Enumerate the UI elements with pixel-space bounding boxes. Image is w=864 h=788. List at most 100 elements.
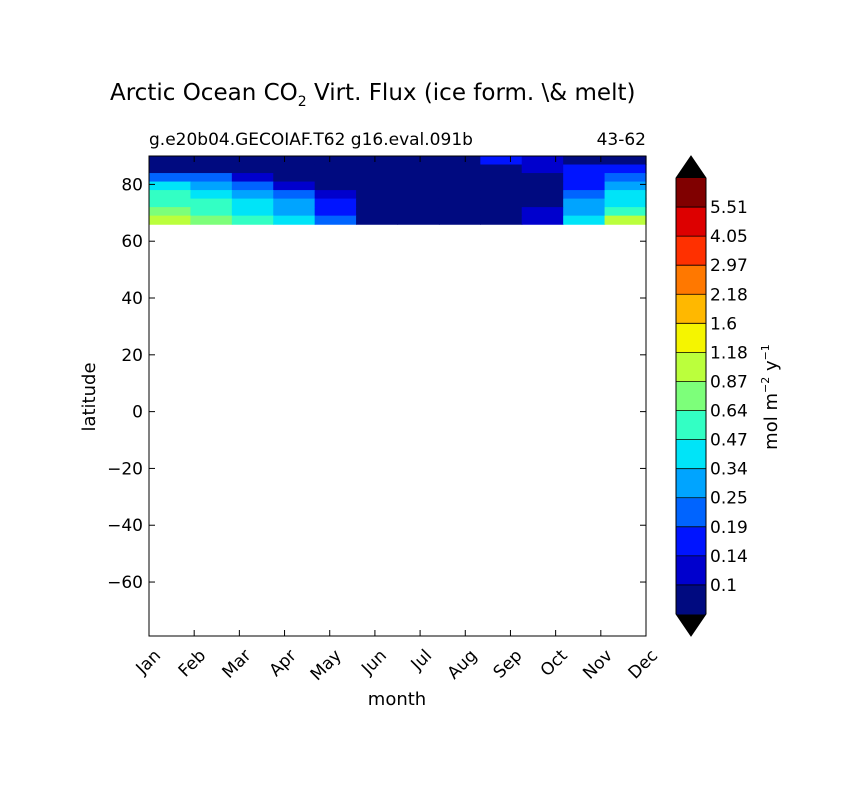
colorbar-swatch bbox=[676, 410, 706, 441]
heatmap-cell bbox=[521, 198, 564, 208]
heatmap-cell bbox=[231, 156, 274, 166]
heatmap-cell bbox=[273, 173, 316, 183]
heatmap-cell bbox=[563, 173, 606, 183]
heatmap-cell bbox=[149, 164, 192, 174]
heatmap-cell bbox=[190, 164, 233, 174]
chart-subtitle-right: 43-62 bbox=[597, 130, 646, 150]
colorbar-tick-label: 0.64 bbox=[710, 402, 748, 422]
y-axis-label: latitude bbox=[79, 362, 100, 431]
heatmap-cell bbox=[521, 207, 564, 217]
colorbar: 0.1 0.14 0.19 0.25 0.34 0.47 0.64 0.87 1.18 1.6 2.… bbox=[675, 155, 748, 637]
y-tick-label: −40 bbox=[107, 516, 143, 536]
heatmap-cell bbox=[190, 190, 233, 200]
heatmap-cell bbox=[356, 164, 399, 174]
colorbar-swatch bbox=[676, 439, 706, 470]
heatmap-cell bbox=[438, 164, 481, 174]
heatmap-cell bbox=[480, 198, 523, 208]
heatmap-cell bbox=[314, 181, 357, 191]
heatmap-cell bbox=[438, 156, 481, 166]
heatmap-cell bbox=[190, 181, 233, 191]
colorbar-swatch bbox=[676, 236, 706, 266]
colorbar-tick-label: 0.19 bbox=[710, 518, 748, 538]
heatmap-cell bbox=[314, 164, 357, 174]
plot-background bbox=[149, 156, 646, 636]
colorbar-tick-label: 1.18 bbox=[710, 343, 748, 363]
heatmap-cell bbox=[397, 173, 440, 183]
y-tick-label: −60 bbox=[107, 573, 143, 593]
heatmap-cell bbox=[604, 207, 647, 217]
colorbar-tick-label: 0.47 bbox=[710, 431, 748, 451]
colorbar-label-mid: y bbox=[761, 360, 782, 377]
y-tick-label: 40 bbox=[121, 289, 143, 309]
heatmap-cell bbox=[190, 207, 233, 217]
heatmap-cell bbox=[231, 173, 274, 183]
heatmap-cell bbox=[521, 181, 564, 191]
heatmap-cell bbox=[149, 173, 192, 183]
heatmap-cell bbox=[604, 190, 647, 200]
heatmap-cell bbox=[397, 198, 440, 208]
heatmap-cell bbox=[231, 215, 274, 225]
heatmap-cell bbox=[190, 156, 233, 166]
heatmap-cell bbox=[604, 215, 647, 225]
heatmap bbox=[149, 156, 647, 225]
colorbar-tick-label: 2.18 bbox=[710, 285, 748, 305]
heatmap-cell bbox=[604, 164, 647, 174]
heatmap-cell bbox=[273, 164, 316, 174]
heatmap-cell bbox=[149, 207, 192, 217]
heatmap-cell bbox=[563, 190, 606, 200]
heatmap-cell bbox=[397, 215, 440, 225]
heatmap-cell bbox=[438, 215, 481, 225]
heatmap-cell bbox=[190, 215, 233, 225]
chart-title: Arctic Ocean CO2 Virt. Flux (ice form. \… bbox=[110, 80, 635, 110]
colorbar-tick-label: 5.51 bbox=[710, 198, 748, 218]
heatmap-cell bbox=[438, 207, 481, 217]
heatmap-cell bbox=[356, 156, 399, 166]
colorbar-tick-label: 0.1 bbox=[710, 576, 737, 596]
chart-title-subscript: 2 bbox=[298, 94, 307, 110]
heatmap-cell bbox=[356, 181, 399, 191]
colorbar-swatch bbox=[676, 468, 706, 499]
x-tick-label: Apr bbox=[266, 646, 301, 681]
x-tick-label: Oct bbox=[537, 646, 572, 681]
heatmap-cell bbox=[480, 215, 523, 225]
y-tick-label: 0 bbox=[132, 403, 143, 423]
x-tick-label: Jan bbox=[132, 646, 165, 679]
y-tick-label: −20 bbox=[107, 459, 143, 479]
heatmap-cell bbox=[397, 190, 440, 200]
heatmap-cell bbox=[273, 156, 316, 166]
heatmap-cell bbox=[231, 164, 274, 174]
heatmap-cell bbox=[480, 156, 523, 166]
heatmap-cell bbox=[563, 215, 606, 225]
heatmap-cell bbox=[438, 198, 481, 208]
heatmap-cell bbox=[356, 190, 399, 200]
heatmap-cell bbox=[438, 190, 481, 200]
heatmap-cell bbox=[314, 190, 357, 200]
heatmap-cell bbox=[521, 173, 564, 183]
colorbar-swatch bbox=[676, 497, 706, 528]
y-axis-ticks: 80 60 40 20 0 −20 −40 −60 bbox=[107, 175, 646, 593]
heatmap-cell bbox=[314, 215, 357, 225]
heatmap-cell bbox=[604, 173, 647, 183]
heatmap-cell bbox=[149, 215, 192, 225]
colorbar-label: mol m−2 y−1 bbox=[759, 344, 782, 450]
plot-frame bbox=[148, 155, 647, 637]
x-tick-label: Nov bbox=[579, 646, 617, 684]
colorbar-tick-label: 0.87 bbox=[710, 372, 748, 392]
colorbar-swatch bbox=[676, 323, 706, 353]
heatmap-cell bbox=[604, 156, 647, 166]
colorbar-swatch bbox=[676, 294, 706, 324]
y-tick-label: 20 bbox=[121, 346, 143, 366]
heatmap-cell bbox=[273, 190, 316, 200]
x-axis-label: month bbox=[368, 689, 426, 710]
x-tick-label: Aug bbox=[444, 646, 482, 684]
colorbar-tick-label: 4.05 bbox=[710, 227, 748, 247]
x-tick-label: May bbox=[307, 646, 346, 685]
heatmap-cell bbox=[480, 190, 523, 200]
chart-title-rest: Virt. Flux (ice form. \& melt) bbox=[307, 80, 636, 106]
heatmap-cell bbox=[273, 207, 316, 217]
heatmap-cell bbox=[356, 215, 399, 225]
colorbar-swatch bbox=[676, 381, 706, 412]
x-tick-label: Feb bbox=[175, 646, 210, 681]
colorbar-outline bbox=[675, 155, 707, 637]
colorbar-label-exp1: −2 bbox=[759, 377, 772, 393]
